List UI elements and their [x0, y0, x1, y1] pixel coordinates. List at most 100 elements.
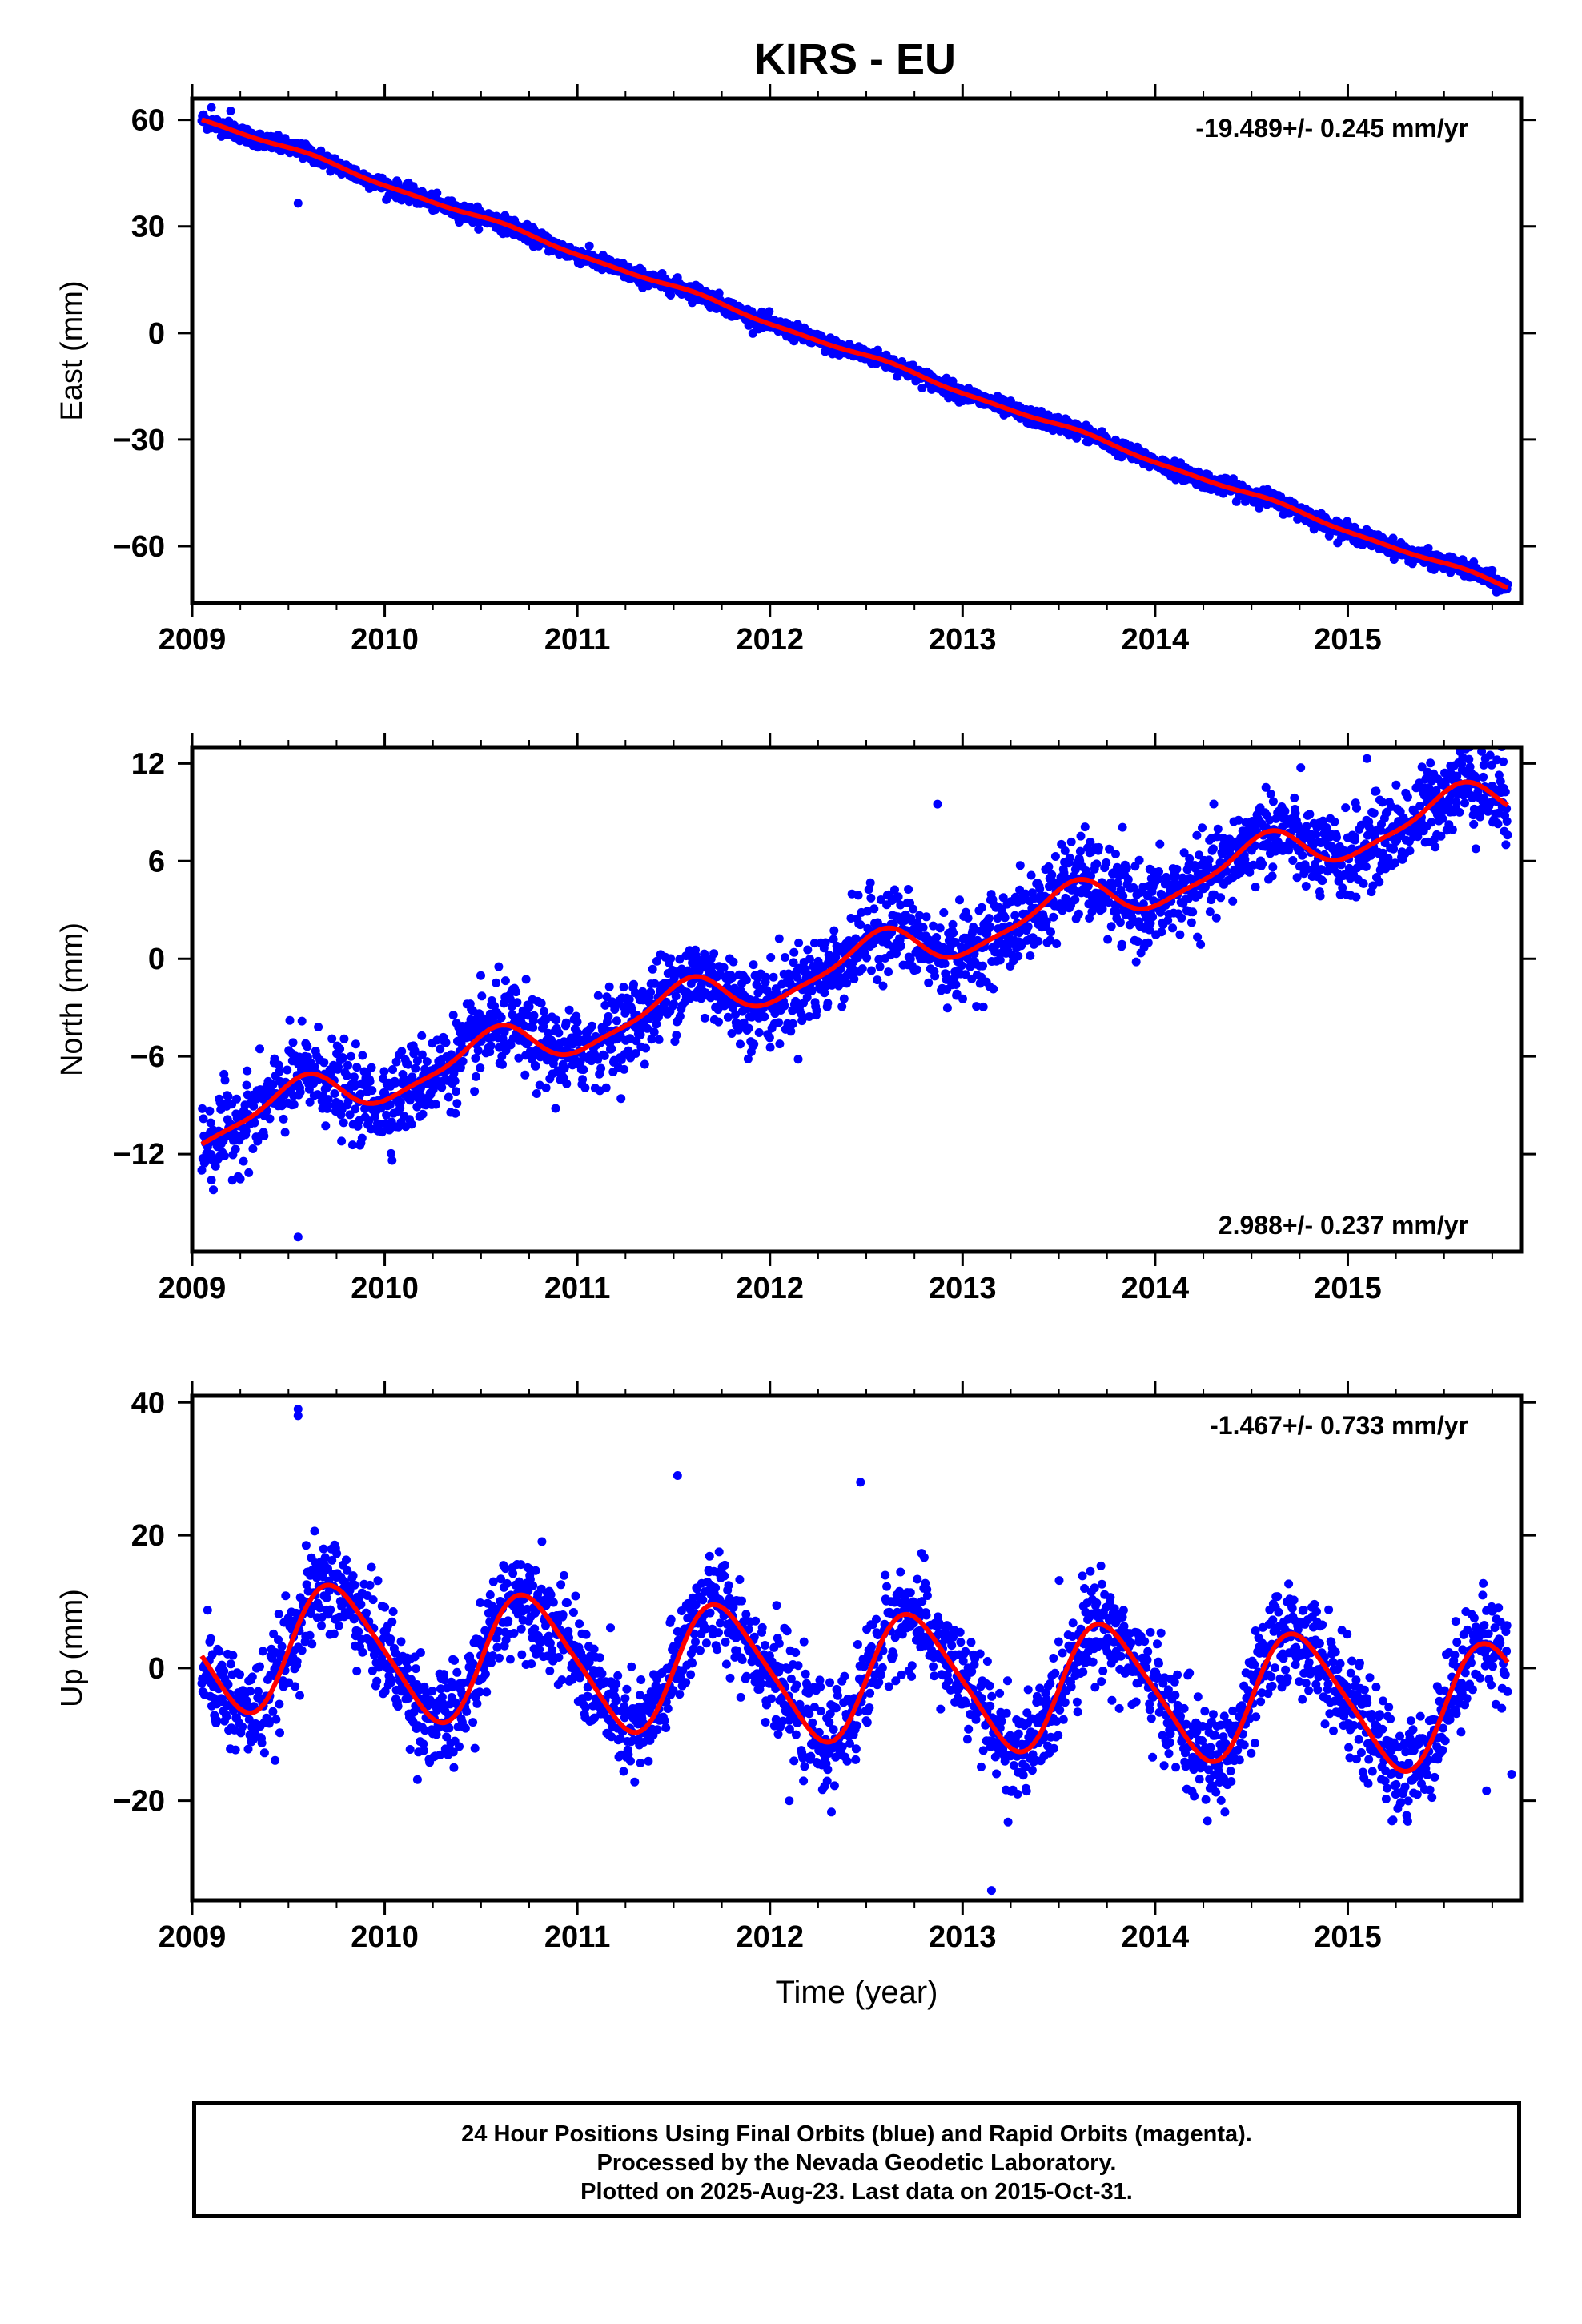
data-point: [1211, 913, 1221, 923]
data-point: [612, 1016, 621, 1026]
data-point: [1083, 881, 1093, 891]
data-point: [529, 1011, 539, 1020]
data-point: [486, 1041, 496, 1051]
data-point: [407, 1120, 416, 1129]
data-point: [564, 1005, 574, 1015]
data-point: [650, 979, 660, 988]
data-point: [1216, 893, 1226, 903]
data-point: [1488, 565, 1497, 575]
data-point: [391, 1057, 401, 1067]
data-point: [862, 907, 872, 916]
data-point: [1315, 891, 1325, 901]
data-point: [829, 935, 838, 944]
data-point: [765, 307, 774, 316]
data-point: [220, 1076, 230, 1085]
data-point: [288, 1038, 298, 1047]
data-point: [646, 987, 656, 997]
outlier-point: [207, 103, 216, 112]
data-point: [242, 1080, 251, 1090]
data-point: [1075, 846, 1085, 856]
data-point: [1335, 890, 1345, 899]
data-point: [451, 1108, 460, 1118]
data-point: [876, 895, 885, 904]
data-point: [562, 1079, 572, 1088]
data-point: [1042, 917, 1051, 927]
data-point: [1368, 881, 1378, 891]
data-point: [248, 1144, 258, 1153]
data-point: [1234, 815, 1243, 825]
data-point: [197, 1165, 207, 1175]
data-point: [1148, 912, 1158, 922]
data-point: [604, 1011, 613, 1021]
north-panel: 2009 2010 2011 2012 2013 2014 20151260−6−12Nor…: [55, 733, 1536, 1305]
data-point: [978, 1002, 988, 1011]
data-point: [1171, 871, 1181, 881]
data-point: [1371, 786, 1381, 796]
data-point: [268, 1080, 278, 1089]
data-point: [1267, 871, 1277, 881]
data-point: [441, 1038, 451, 1047]
data-point: [303, 1042, 312, 1051]
x-tick-label: 2011: [544, 623, 610, 657]
data-point: [924, 978, 934, 987]
data-point: [884, 967, 893, 977]
data-point: [1305, 810, 1315, 819]
data-point: [452, 1087, 460, 1096]
data-point: [1361, 862, 1371, 871]
data-point: [593, 991, 603, 1000]
data-point: [355, 1089, 365, 1099]
data-point: [243, 1066, 252, 1076]
outlier-point: [226, 107, 235, 115]
data-point: [649, 1027, 659, 1037]
data-point: [853, 891, 863, 900]
data-point: [207, 1155, 216, 1164]
data-point: [476, 1063, 485, 1072]
data-point: [616, 1094, 626, 1104]
data-point: [404, 1059, 413, 1069]
data-point: [1106, 922, 1116, 931]
x-tick-label: 2009: [159, 623, 227, 657]
data-point: [1288, 856, 1298, 865]
data-point: [367, 1063, 376, 1072]
data-point: [1336, 860, 1346, 870]
data-point: [327, 1034, 337, 1043]
data-point: [579, 1065, 588, 1075]
data-point: [1352, 803, 1361, 813]
data-point: [544, 1028, 553, 1038]
data-point: [498, 1034, 508, 1043]
data-point: [1290, 793, 1299, 802]
data-point: [1465, 762, 1475, 772]
data-point: [1332, 833, 1341, 842]
data-point: [305, 1097, 315, 1107]
data-point: [1076, 831, 1086, 841]
data-point: [821, 938, 830, 947]
data-point: [1052, 939, 1062, 948]
data-point: [1188, 907, 1198, 917]
data-point: [666, 291, 676, 300]
data-point: [411, 1063, 420, 1073]
data-point: [492, 978, 501, 987]
data-point: [352, 1063, 362, 1072]
data-point: [506, 1040, 516, 1050]
data-point: [918, 923, 928, 932]
y-tick-label: 30: [131, 211, 165, 244]
data-point: [932, 933, 942, 942]
data-point: [342, 1071, 351, 1080]
data-point: [851, 934, 861, 943]
data-point: [1280, 806, 1290, 816]
data-point: [929, 921, 938, 931]
data-point: [1258, 859, 1267, 869]
data-point: [984, 914, 994, 923]
data-point: [432, 188, 442, 198]
data-point: [694, 967, 704, 975]
data-point: [754, 1028, 764, 1037]
data-point: [387, 1148, 396, 1158]
data-point: [1179, 848, 1189, 858]
data-point: [249, 1101, 259, 1111]
data-point: [473, 1046, 483, 1055]
data-point: [235, 1174, 245, 1184]
data-point: [849, 975, 859, 983]
data-point: [1301, 882, 1311, 891]
data-point: [905, 955, 915, 964]
data-point: [948, 919, 958, 929]
